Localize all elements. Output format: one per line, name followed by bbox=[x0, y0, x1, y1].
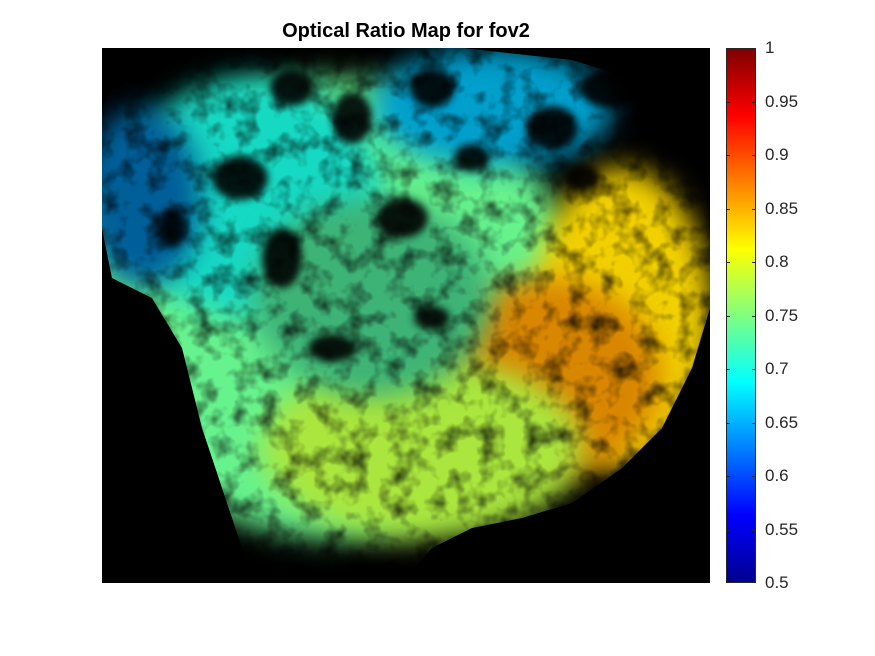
colorbar-tick-label: 0.8 bbox=[765, 252, 789, 271]
colorbar-tick-mark bbox=[752, 155, 756, 156]
colorbar-tick-label: 0.65 bbox=[765, 412, 799, 432]
tissue-void bbox=[414, 306, 450, 330]
colorbar-tick-mark bbox=[726, 155, 730, 156]
colorbar-tick-mark bbox=[726, 262, 730, 263]
colorbar-tick-label: 0.7 bbox=[765, 359, 789, 378]
colorbar-tick-label: 0.6 bbox=[765, 466, 789, 485]
colorbar-tick-label: 0.85 bbox=[765, 198, 799, 218]
ratio-map-image bbox=[102, 48, 710, 583]
chart-title: Optical Ratio Map for fov2 bbox=[282, 20, 530, 42]
tissue-void bbox=[640, 92, 684, 124]
tissue-void bbox=[454, 144, 490, 172]
tissue-void bbox=[526, 106, 578, 150]
colorbar-tick-mark bbox=[752, 262, 756, 263]
colorbar-tick-mark bbox=[726, 476, 730, 477]
colorbar-tick-mark bbox=[726, 315, 730, 317]
colorbar-tick-label: 0.75 bbox=[765, 305, 799, 325]
colorbar-tick-mark bbox=[752, 582, 756, 583]
colorbar-tick-mark bbox=[752, 476, 756, 477]
colorbar-tick-label: 0.95 bbox=[765, 91, 799, 111]
colorbar-tick-mark bbox=[726, 529, 730, 531]
colorbar-tick-mark bbox=[752, 369, 756, 370]
colorbar-tick-mark bbox=[726, 101, 730, 103]
tissue-void bbox=[564, 164, 600, 192]
tissue-void bbox=[308, 334, 356, 362]
tissue-void bbox=[376, 198, 428, 238]
tissue-void bbox=[270, 70, 314, 106]
colorbar-tick-mark bbox=[752, 208, 756, 210]
tissue-void bbox=[580, 68, 644, 108]
tissue-void bbox=[212, 156, 268, 200]
colorbar-tick-mark bbox=[726, 582, 730, 583]
tissue-void bbox=[262, 228, 302, 288]
colorbar-tick-label: 0.9 bbox=[765, 145, 789, 164]
colorbar-tick-mark bbox=[726, 48, 730, 49]
ratio-map-svg bbox=[102, 48, 710, 583]
colorbar-tick-mark bbox=[726, 422, 730, 424]
colorbar-tick-label: 0.55 bbox=[765, 519, 799, 539]
colorbar-tick-mark bbox=[726, 208, 730, 210]
colorbar-gradient bbox=[727, 49, 755, 582]
colorbar-tick-mark bbox=[752, 101, 756, 103]
colorbar-tick-mark bbox=[726, 369, 730, 370]
colorbar-tick-mark bbox=[752, 48, 756, 49]
colorbar-tick-label: 0.5 bbox=[765, 573, 789, 592]
tissue-void bbox=[332, 92, 372, 144]
tissue-void bbox=[410, 68, 454, 108]
tissue-void bbox=[158, 208, 186, 248]
colorbar-tick-mark bbox=[752, 422, 756, 424]
colorbar-tick-label: 1 bbox=[765, 38, 775, 57]
colorbar-tick-mark bbox=[752, 315, 756, 317]
colorbar-tick-mark bbox=[752, 529, 756, 531]
